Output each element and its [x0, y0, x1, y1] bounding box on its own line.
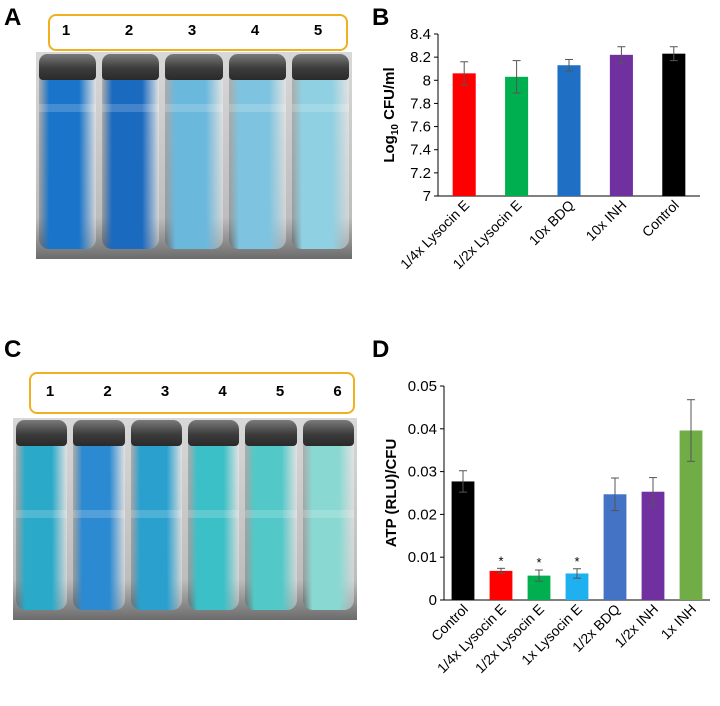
y-tick-label: 7.8	[410, 95, 431, 112]
y-tick-label: 8.2	[410, 49, 431, 66]
bar-5	[603, 494, 627, 600]
tube-2	[102, 54, 160, 249]
tube-5	[291, 54, 349, 249]
tube-number-label: 6	[333, 383, 342, 400]
tube-number-label: 2	[124, 22, 134, 39]
tube-number-label: 1	[45, 383, 55, 400]
significance-marker: *	[536, 555, 541, 570]
tube-cap	[73, 420, 125, 446]
tube-number-label: 4	[250, 22, 260, 39]
y-axis-label-rest: CFU/ml	[381, 67, 398, 124]
panel-letter-b: B	[372, 4, 390, 31]
y-tick-label: 7.2	[410, 165, 431, 182]
tube-reflection	[302, 510, 354, 518]
bar-7	[679, 430, 703, 600]
tube-1	[39, 54, 97, 249]
bar-4	[609, 54, 633, 197]
panel-letter-a: A	[4, 4, 22, 31]
tube-reflection	[188, 510, 240, 518]
y-axis-label: Log10 CFU/ml	[381, 67, 401, 162]
y-tick-label: 7.4	[410, 142, 431, 159]
photo-panel-a: 1 2 3 4 5	[36, 14, 352, 259]
y-axis-label-subscript: 10	[390, 124, 401, 136]
tube-1	[16, 420, 68, 610]
tube-cap	[188, 420, 240, 446]
tube-cap	[39, 54, 97, 80]
significance-marker: *	[574, 554, 579, 569]
tube-reflection	[245, 510, 297, 518]
y-tick-label: 0.05	[408, 378, 437, 395]
y-tick-label: 0	[429, 592, 437, 609]
tube-cap	[291, 54, 349, 80]
tube-3	[130, 420, 182, 610]
tube-reflection	[102, 104, 160, 112]
tube-reflection	[39, 104, 97, 112]
tube-cap	[165, 54, 223, 80]
tube-5	[245, 420, 297, 610]
photo-background	[13, 418, 357, 620]
tube-label-box-c	[29, 372, 355, 414]
tube-cap	[228, 54, 286, 80]
tube-reflection	[130, 510, 182, 518]
tube-cap	[302, 420, 354, 446]
tube-4	[228, 54, 286, 249]
tube-cap	[102, 54, 160, 80]
bar-2	[505, 76, 529, 196]
y-tick-label: 7.6	[410, 119, 431, 136]
bar-3	[557, 65, 581, 196]
x-category-label: 10x INH	[582, 197, 629, 244]
tube-reflection	[16, 510, 68, 518]
tube-reflection	[73, 510, 125, 518]
tube-4	[188, 420, 240, 610]
bar-1	[452, 73, 476, 196]
tube-6	[302, 420, 354, 610]
y-tick-label: 0.04	[408, 421, 437, 438]
y-tick-label: 8.4	[410, 26, 431, 43]
tube-reflection	[291, 104, 349, 112]
y-axis-label: ATP (RLU)/CFU	[383, 439, 400, 548]
x-category-label: Control	[639, 197, 682, 240]
tube-number-label: 3	[187, 22, 197, 39]
tube-number-label: 3	[160, 383, 170, 400]
tube-number-label: 1	[61, 22, 71, 39]
panel-letter-c: C	[4, 336, 22, 363]
tube-2	[73, 420, 125, 610]
bar-5	[662, 53, 686, 196]
x-category-label: 10x BDQ	[526, 197, 578, 249]
y-tick-label: 0.02	[408, 506, 437, 523]
tube-3	[165, 54, 223, 249]
y-tick-label: 8	[423, 72, 431, 89]
chart-b: 77.27.47.67.888.28.41/4x Lysocin E1/2x L…	[381, 26, 700, 272]
bar-2	[489, 570, 513, 600]
x-category-label: 1x INH	[658, 601, 700, 643]
tube-reflection	[165, 104, 223, 112]
bar-4	[565, 573, 589, 600]
bar-6	[641, 491, 665, 600]
tube-number-label: 5	[275, 383, 285, 400]
panel-letter-d: D	[372, 336, 390, 363]
significance-marker: *	[498, 553, 503, 568]
bar-3	[527, 575, 551, 600]
tube-number-label: 4	[218, 383, 227, 400]
tube-label-box-a	[48, 14, 348, 51]
tube-number-label: 5	[313, 22, 323, 39]
photo-panel-c: 1 2 3 4 5 6	[13, 372, 357, 620]
y-tick-label: 7	[423, 188, 431, 205]
tube-cap	[130, 420, 182, 446]
tube-reflection	[228, 104, 286, 112]
bar-1	[451, 481, 475, 600]
y-tick-label: 0.03	[408, 464, 437, 481]
tube-cap	[16, 420, 68, 446]
tube-number-label: 2	[103, 383, 112, 400]
y-tick-label: 0.01	[408, 549, 437, 566]
tube-cap	[245, 420, 297, 446]
y-axis-label-main: Log	[381, 135, 398, 163]
